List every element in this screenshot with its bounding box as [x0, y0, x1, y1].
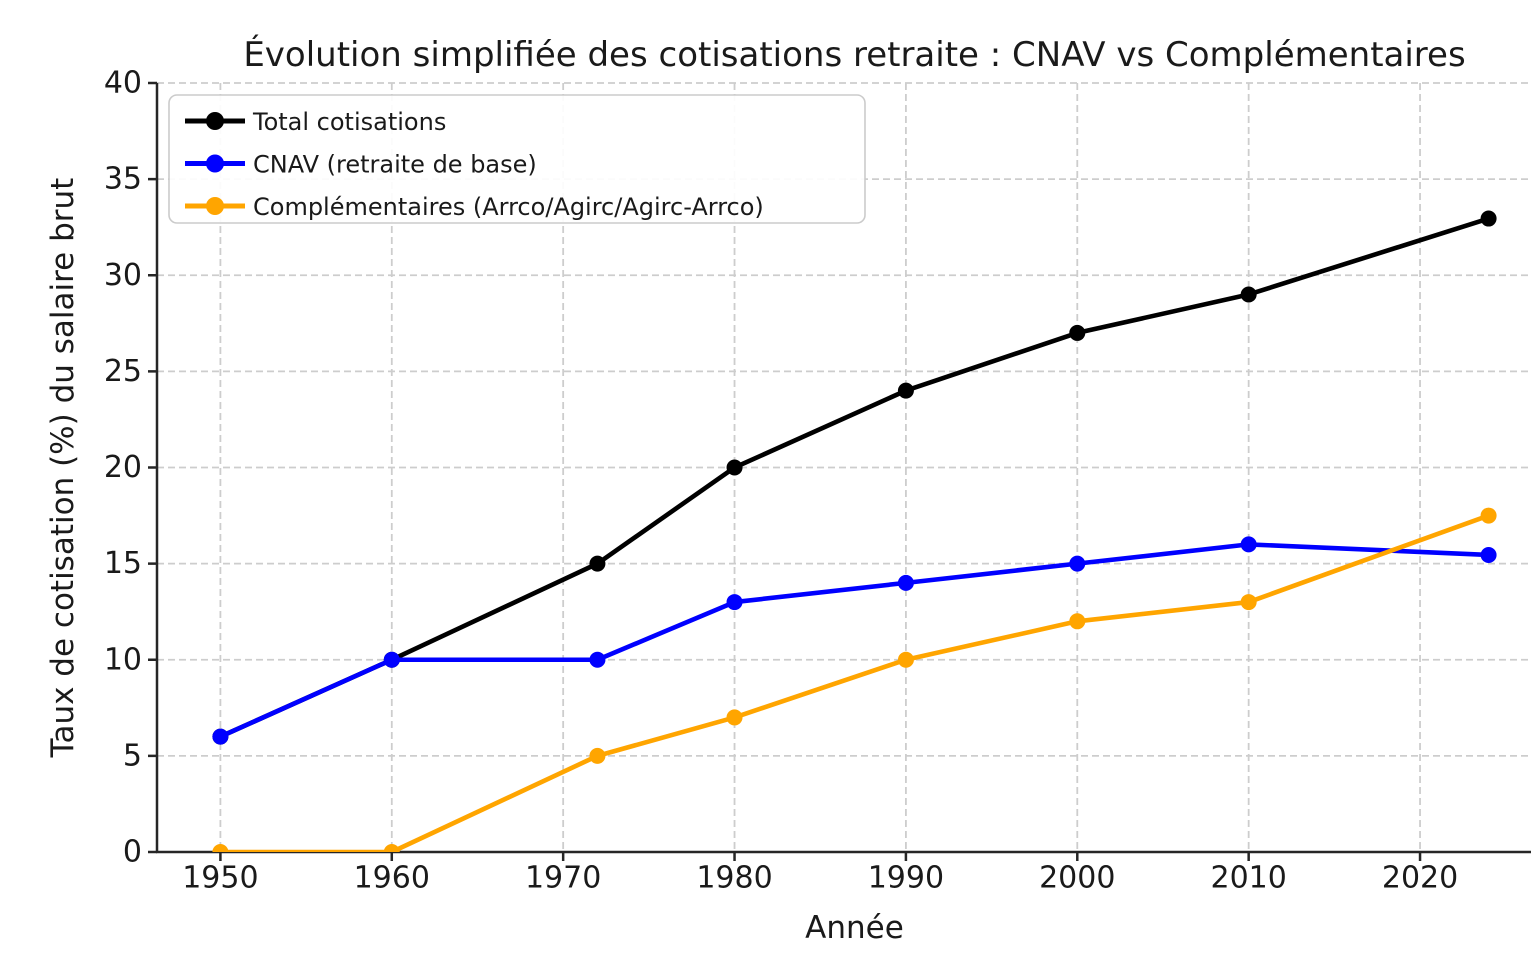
- legend-swatch-marker-total-cotisations: [206, 112, 224, 130]
- series-cnav-retraite-de-base: [212, 536, 1497, 745]
- marker-cnav-retraite-de-base-1990: [897, 574, 914, 591]
- legend-label-cnav-retraite-de-base: CNAV (retraite de base): [253, 151, 537, 179]
- y-tick-label-25: 25: [104, 354, 142, 389]
- marker-cnav-retraite-de-base-2000: [1069, 555, 1086, 572]
- series-total-cotisations: [212, 210, 1497, 745]
- x-tick-label-2020: 2020: [1382, 861, 1458, 896]
- y-axis-label: Taux de cotisation (%) du salaire brut: [45, 178, 81, 759]
- x-tick-label-2000: 2000: [1039, 861, 1115, 896]
- marker-comple-mentaires-arrco-agirc-agirc-arrco-1960: [383, 844, 400, 852]
- legend-swatch-marker-cnav-retraite-de-base: [206, 154, 224, 173]
- marker-comple-mentaires-arrco-agirc-agirc-arrco-2010: [1240, 594, 1257, 611]
- legend-item-total-cotisations: Total cotisations: [185, 108, 446, 136]
- y-tick-label-5: 5: [123, 738, 142, 773]
- legend: Total cotisations CNAV (retraite de base)…: [168, 94, 866, 224]
- chart-canvas: 1950 1960 1970 1980 1990 2000 2010 2020 0 5 10 15 20…: [40, 16, 1531, 960]
- y-tick-label-15: 15: [104, 546, 142, 581]
- series-line-total-cotisations: [218, 216, 1491, 739]
- legend-swatch-marker-comple-mentaires-arrco-agirc-agirc-arrco: [206, 197, 224, 215]
- y-tick-label-40: 40: [104, 66, 142, 101]
- marker-comple-mentaires-arrco-agirc-agirc-arrco-2000: [1069, 613, 1086, 630]
- legend-item-comple-mentaires-arrco-agirc-agirc-arrco: Complémentaires (Arrco/Agirc/Agirc-Arrco…: [185, 193, 764, 221]
- marker-comple-mentaires-arrco-agirc-agirc-arrco-1972: [589, 747, 606, 764]
- x-tick-label-1960: 1960: [354, 861, 430, 896]
- marker-cnav-retraite-de-base-2024: [1480, 546, 1497, 563]
- y-tick-label-0: 0: [123, 835, 142, 870]
- marker-total-cotisations-1980: [726, 459, 743, 476]
- chart-title: Évolution simplifiée des cotisations ret…: [243, 34, 1465, 75]
- series-line-cnav-retraite-de-base: [218, 542, 1491, 739]
- marker-comple-mentaires-arrco-agirc-agirc-arrco-1990: [897, 651, 914, 668]
- x-tick-label-2010: 2010: [1210, 861, 1286, 896]
- x-axis-label: Année: [805, 910, 904, 946]
- marker-comple-mentaires-arrco-agirc-agirc-arrco-2024: [1480, 507, 1497, 524]
- series-comple-mentaires-arrco-agirc-agirc-arrco: [212, 507, 1497, 852]
- legend-label-comple-mentaires-arrco-agirc-agirc-arrco: Complémentaires (Arrco/Agirc/Agirc-Arrco…: [253, 193, 764, 221]
- marker-cnav-retraite-de-base-1972: [589, 651, 606, 668]
- x-tick-label-1950: 1950: [182, 861, 258, 896]
- marker-total-cotisations-2010: [1240, 286, 1257, 303]
- marker-total-cotisations-2024: [1480, 210, 1497, 227]
- marker-total-cotisations-1990: [897, 382, 914, 399]
- marker-cnav-retraite-de-base-1960: [383, 651, 400, 668]
- y-tick-label-20: 20: [104, 450, 142, 485]
- legend-item-cnav-retraite-de-base: CNAV (retraite de base): [185, 151, 537, 179]
- x-tick-label-1970: 1970: [525, 861, 601, 896]
- series-line-comple-mentaires-arrco-agirc-agirc-arrco: [218, 513, 1491, 852]
- marker-cnav-retraite-de-base-1950: [212, 728, 229, 745]
- x-tick-label-1990: 1990: [868, 861, 944, 896]
- marker-cnav-retraite-de-base-1980: [726, 594, 743, 611]
- x-tick-label-1980: 1980: [696, 861, 772, 896]
- marker-comple-mentaires-arrco-agirc-agirc-arrco-1950: [212, 844, 229, 852]
- y-tick-label-30: 30: [104, 258, 142, 293]
- retirement-contributions-line-chart: 1950 1960 1970 1980 1990 2000 2010 2020 0 5 10 15 20…: [40, 16, 1531, 960]
- legend-label-total-cotisations: Total cotisations: [252, 108, 446, 136]
- marker-total-cotisations-1972: [589, 555, 606, 572]
- y-tick-label-35: 35: [104, 162, 142, 197]
- marker-total-cotisations-2000: [1069, 324, 1086, 341]
- y-tick-label-10: 10: [104, 642, 142, 677]
- marker-comple-mentaires-arrco-agirc-agirc-arrco-1980: [726, 709, 743, 726]
- legend-box: [168, 94, 866, 224]
- ticks: 1950 1960 1970 1980 1990 2000 2010 2020 0 5 10 15 20…: [104, 66, 1458, 896]
- marker-cnav-retraite-de-base-2010: [1240, 536, 1257, 553]
